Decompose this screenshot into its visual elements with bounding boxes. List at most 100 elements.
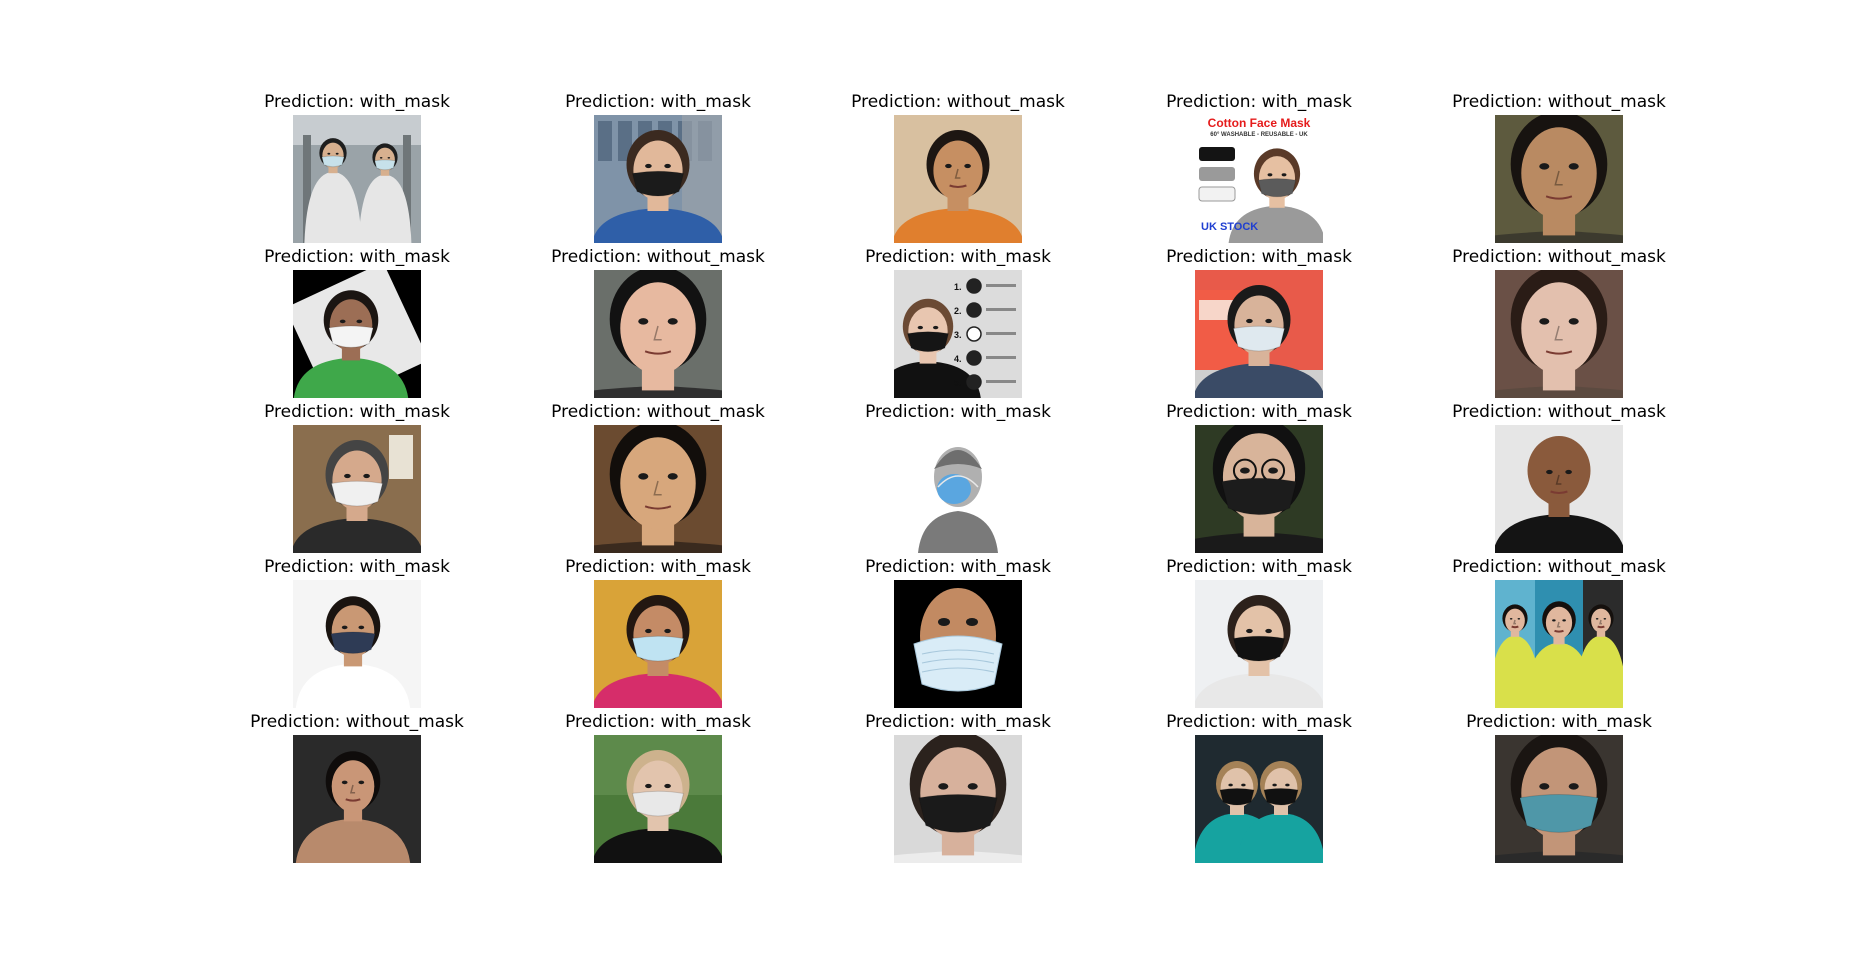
prediction-label: Prediction: with_mask — [1166, 402, 1352, 422]
face-image-drawing — [1495, 735, 1623, 863]
shirt — [1228, 205, 1323, 243]
ad-stock: UK STOCK — [1201, 221, 1258, 233]
face — [620, 437, 696, 530]
face-image-drawing — [594, 115, 722, 243]
face-mask — [328, 325, 374, 348]
prediction-cell: Prediction: without_mask — [1409, 557, 1709, 714]
face-mask — [631, 790, 685, 817]
prediction-cell: Prediction: with_mask — [808, 712, 1108, 869]
prediction-label: Prediction: without_mask — [551, 402, 765, 422]
face-image — [1195, 735, 1323, 863]
face — [1521, 282, 1597, 375]
face — [331, 760, 375, 813]
face-image — [1495, 115, 1623, 243]
face-image — [1495, 735, 1623, 863]
prediction-label: Prediction: without_mask — [1452, 402, 1666, 422]
face-image-drawing — [293, 735, 421, 863]
face-mask — [1519, 793, 1599, 833]
shirt — [358, 174, 412, 243]
face-image-drawing: Cotton Face Mask 60° WASHABLE - REUSABLE … — [1195, 115, 1323, 243]
face-image-drawing — [894, 735, 1022, 863]
face-mask — [1220, 477, 1298, 516]
shirt — [293, 357, 409, 398]
prediction-label: Prediction: with_mask — [865, 557, 1051, 577]
face-image-drawing — [594, 425, 722, 553]
shirt — [1495, 385, 1623, 398]
face-image-drawing — [894, 115, 1022, 243]
step-number: 2. — [954, 306, 962, 316]
shirt — [594, 673, 722, 708]
prediction-cell: Prediction: with_mask — [1109, 247, 1409, 404]
prediction-label: Prediction: without_mask — [1452, 92, 1666, 112]
prediction-cell: Prediction: with_mask — [808, 557, 1108, 714]
prediction-cell: Prediction: with_mask — [508, 92, 808, 249]
prediction-label: Prediction: with_mask — [1166, 92, 1352, 112]
prediction-cell: Prediction: with_mask — [508, 557, 808, 714]
face — [1534, 446, 1584, 507]
step-number: 4. — [954, 354, 962, 364]
shirt — [1574, 635, 1623, 708]
prediction-cell: Prediction: without_mask — [808, 92, 1108, 249]
face-mask — [1263, 788, 1299, 806]
prediction-cell: Prediction: with_mask — [207, 557, 507, 714]
shirt — [594, 385, 722, 398]
prediction-cell: Prediction: without_mask — [1409, 402, 1709, 559]
face-image — [894, 580, 1022, 708]
prediction-label: Prediction: with_mask — [1166, 712, 1352, 732]
face-image-drawing — [594, 735, 722, 863]
face-mask — [321, 155, 345, 168]
prediction-cell: Prediction: with_mask 1. 2. 3. 4. 5. — [808, 247, 1108, 404]
face-image-drawing — [1495, 425, 1623, 553]
face-mask — [631, 635, 685, 662]
prediction-cell: Prediction: without_mask — [508, 402, 808, 559]
ad-subtitle: 60° WASHABLE - REUSABLE - UK — [1210, 132, 1308, 138]
prediction-cell: Prediction: with_mask — [1409, 712, 1709, 869]
face-image-drawing — [1495, 115, 1623, 243]
face-mask — [374, 159, 396, 171]
face-image — [1195, 425, 1323, 553]
prediction-cell: Prediction: with_mask Cotton Face Mask 60°… — [1109, 92, 1409, 249]
step-number: 1. — [954, 282, 962, 292]
shirt — [1195, 673, 1323, 708]
prediction-label: Prediction: with_mask — [1166, 557, 1352, 577]
prediction-cell: Prediction: with_mask — [1109, 402, 1409, 559]
face-mask — [631, 170, 685, 197]
shirt — [1195, 532, 1323, 553]
face-mask — [1257, 178, 1297, 198]
face — [1505, 608, 1525, 633]
face-image — [594, 270, 722, 398]
prediction-cell: Prediction: without_mask — [207, 712, 507, 869]
prediction-label: Prediction: with_mask — [264, 247, 450, 267]
face-mask — [913, 635, 1003, 692]
prediction-label: Prediction: with_mask — [565, 92, 751, 112]
prediction-label: Prediction: with_mask — [865, 247, 1051, 267]
prediction-cell: Prediction: with_mask — [207, 402, 507, 559]
face-image-drawing — [293, 270, 421, 398]
face-image — [1495, 580, 1623, 708]
shirt — [894, 850, 1022, 863]
face — [620, 282, 696, 375]
shirt — [594, 208, 722, 243]
face-mask — [1232, 325, 1286, 352]
face-mask — [1232, 635, 1286, 662]
face-image-drawing — [293, 115, 421, 243]
step-number: 5. — [954, 378, 962, 388]
shirt — [594, 828, 722, 863]
shirt — [293, 518, 421, 553]
step-number: 3. — [954, 330, 962, 340]
face-image — [293, 735, 421, 863]
face-image — [1195, 580, 1323, 708]
face-image: 1. 2. 3. 4. 5. — [894, 270, 1022, 398]
shirt — [295, 663, 411, 708]
face-image-drawing — [293, 580, 421, 708]
face-image — [594, 115, 722, 243]
face-image-drawing — [894, 425, 1022, 553]
face-mask — [330, 480, 384, 507]
prediction-label: Prediction: with_mask — [865, 712, 1051, 732]
face-image-drawing: 1. 2. 3. 4. 5. — [894, 270, 1022, 398]
face-mask — [330, 631, 376, 654]
face-image-drawing — [293, 425, 421, 553]
prediction-cell: Prediction: with_mask — [508, 712, 808, 869]
prediction-label: Prediction: without_mask — [551, 247, 765, 267]
shirt — [295, 818, 411, 863]
